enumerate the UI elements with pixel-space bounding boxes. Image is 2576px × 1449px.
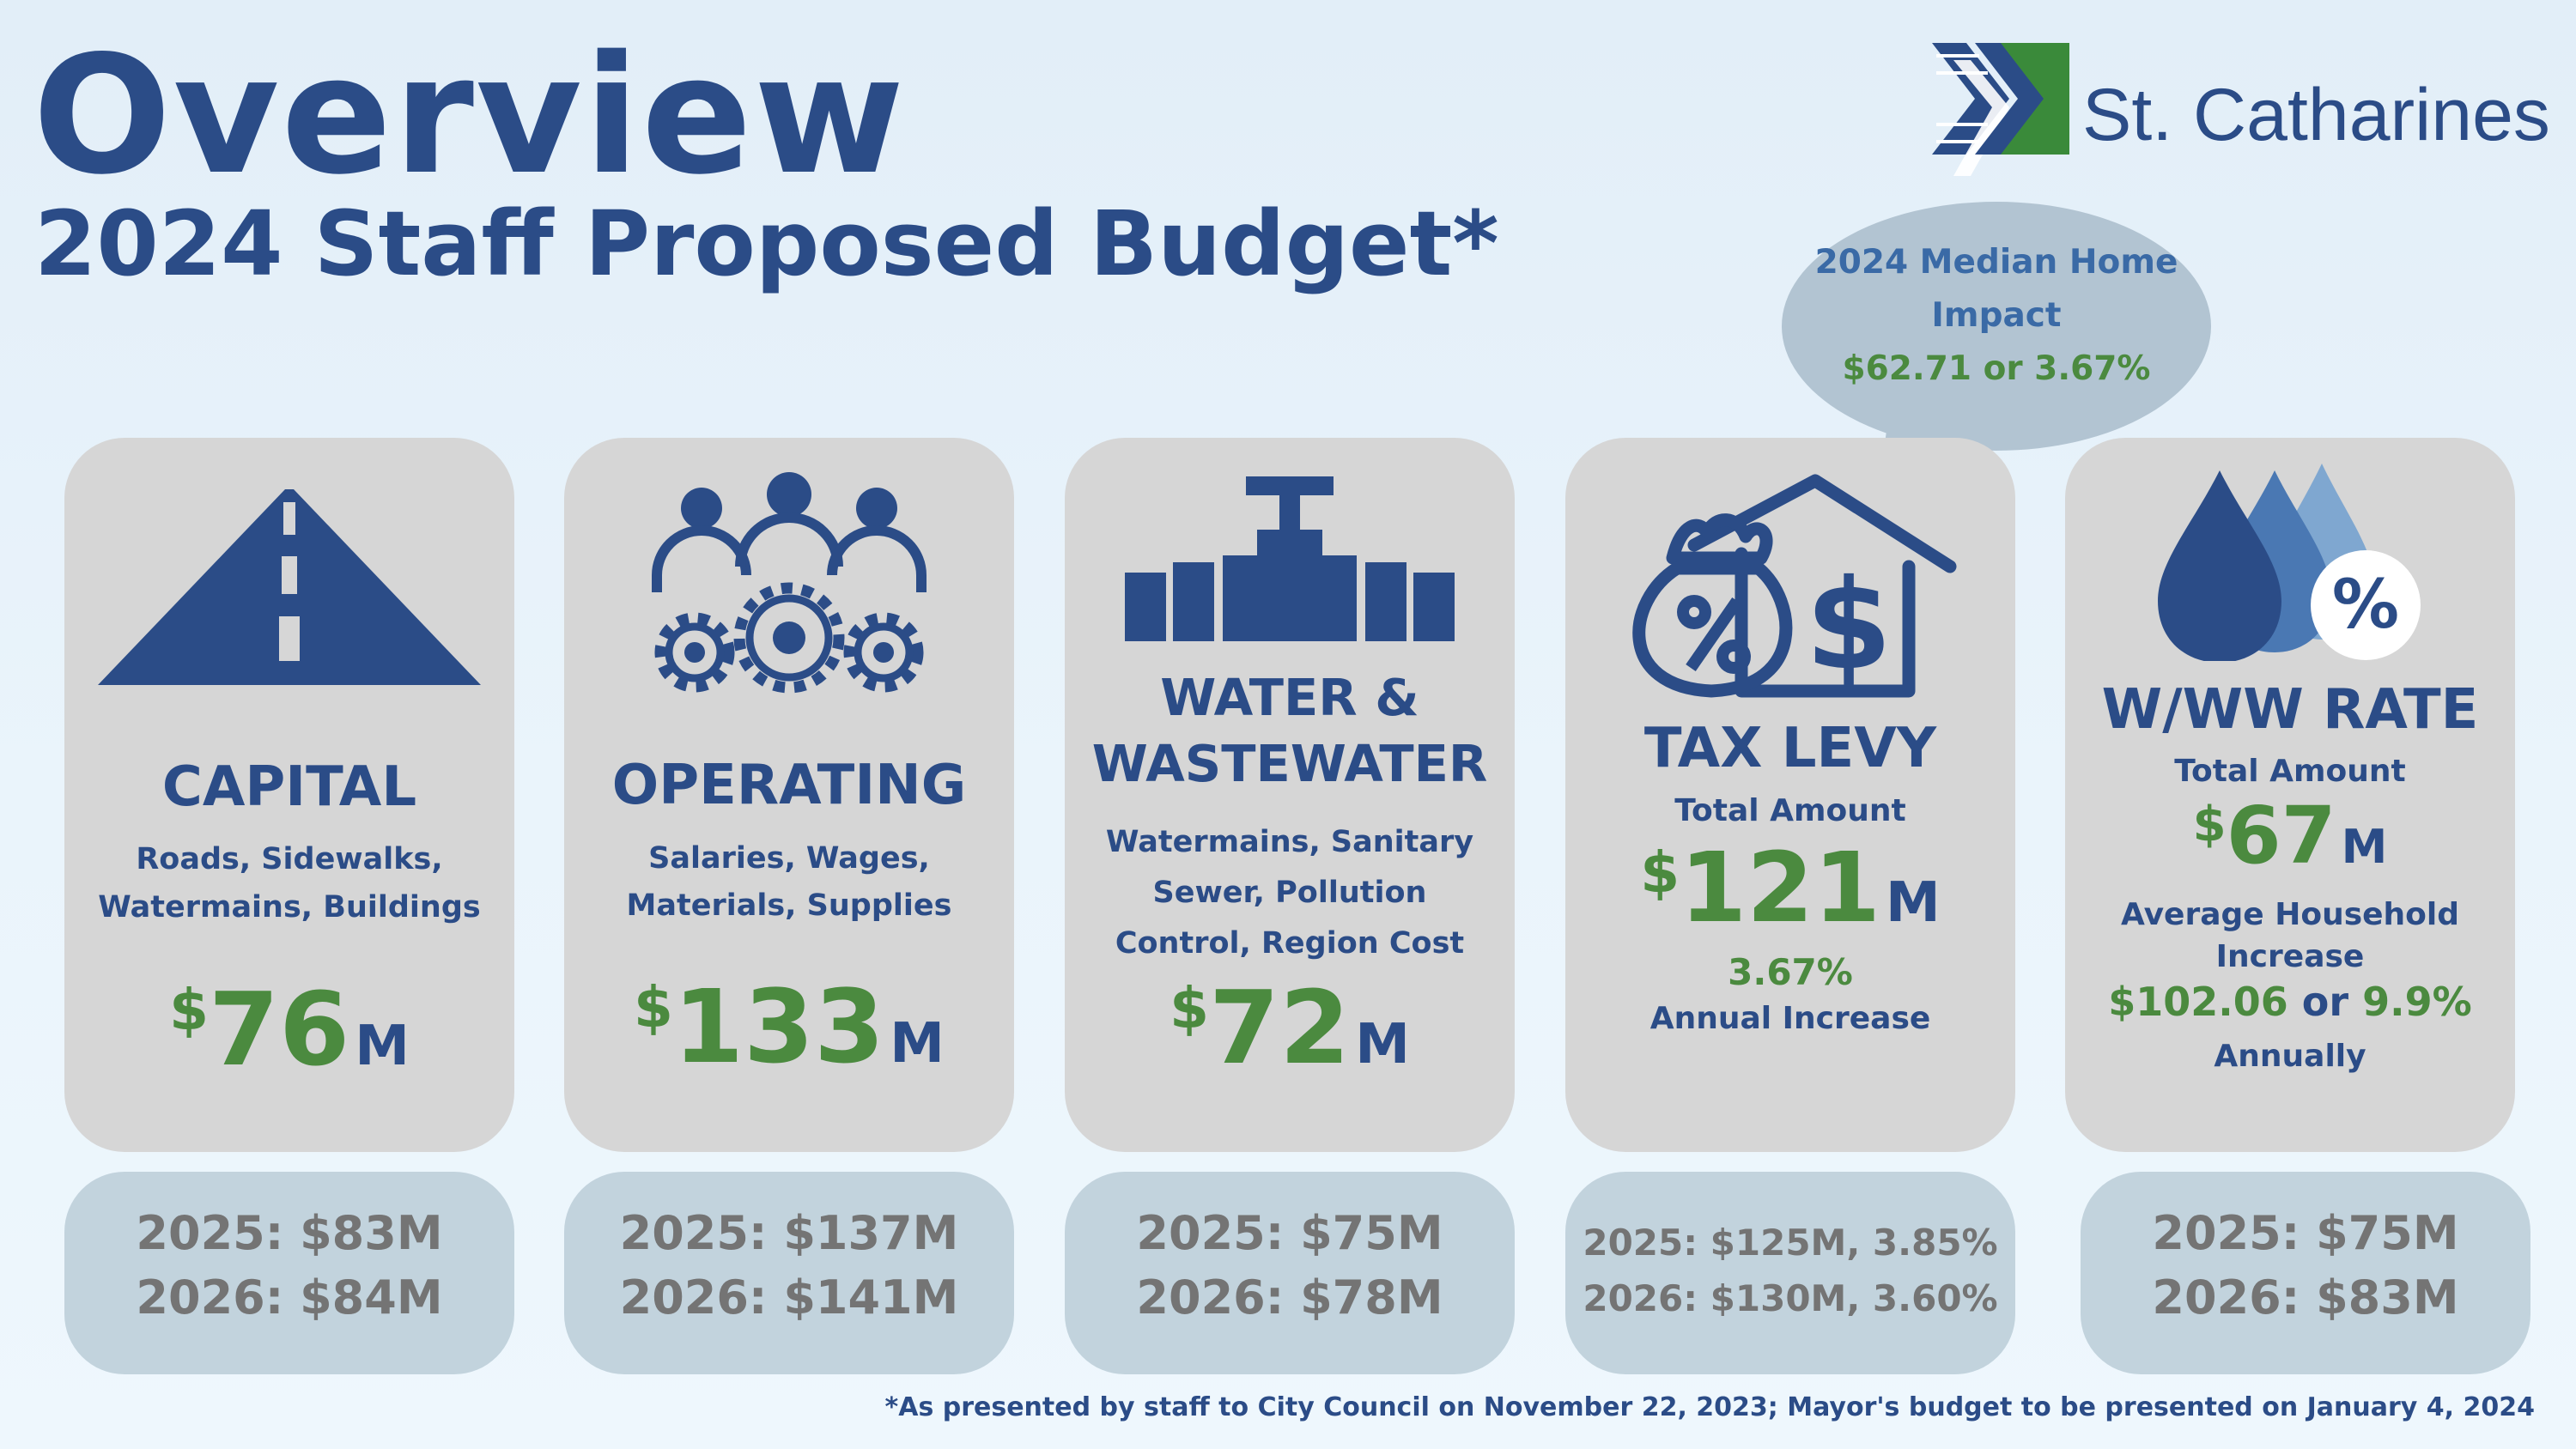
chevron-logo-icon (1932, 43, 2069, 176)
bubble-line-3: $62.71 or 3.67% (1842, 349, 2151, 388)
tax-levy-currency: $ (1640, 840, 1680, 906)
page-title: Overview (33, 21, 907, 210)
wwrate-avg-or: or (2287, 979, 2363, 1025)
footnote: *As presented by staff to City Council o… (884, 1392, 2535, 1422)
capital-desc-1: Roads, Sidewalks, (136, 842, 443, 876)
wwrate-avg-percent: 9.9% (2362, 979, 2472, 1025)
water-desc-2: Sewer, Pollution (1152, 876, 1427, 910)
water-2025: 2025: $75M (1136, 1206, 1443, 1260)
st-catharines-logo: St. Catharines (1928, 39, 2563, 185)
operating-currency: $ (634, 974, 673, 1040)
wwrate-avg-label-1: Average Household (2120, 897, 2460, 932)
water-amount-unit: M (1355, 1013, 1410, 1076)
operating-forecast: 2025: $137M 2026: $141M (564, 1172, 1014, 1374)
wwrate-2026: 2026: $83M (2152, 1270, 2459, 1325)
water-amount-value: 72 (1209, 968, 1351, 1087)
water-amount: $72M (1065, 968, 1515, 1087)
operating-desc-2: Materials, Supplies (626, 888, 952, 923)
wwrate-amount-unit: M (2341, 820, 2388, 874)
page-subtitle: 2024 Staff Proposed Budget* (34, 191, 1499, 296)
pipe-valve-icon (1125, 476, 1455, 641)
tax-levy-percent-label: Annual Increase (1649, 1001, 1931, 1036)
tax-levy-amount-unit: M (1886, 871, 1941, 935)
bubble-line-1: 2024 Median Home (1814, 243, 2178, 282)
capital-title: CAPITAL (161, 755, 417, 819)
tax-levy-amount: $121M (1565, 833, 2015, 944)
tax-levy-2026: 2026: $130M, 3.60% (1583, 1277, 1998, 1319)
wwrate-annually: Annually (2214, 1039, 2366, 1074)
operating-2025: 2025: $137M (619, 1206, 959, 1260)
water-title-2: WASTEWATER (1091, 734, 1488, 793)
wwrate-amount: $67 M (2065, 790, 2515, 882)
water-desc-3: Control, Region Cost (1115, 926, 1465, 961)
road-icon (98, 489, 481, 685)
water-wastewater-card: WATER & WASTEWATER Watermains, Sanitary … (1065, 438, 1515, 1152)
operating-amount: $133M (564, 967, 1014, 1086)
water-drops-percent-icon (2158, 464, 2421, 661)
tax-levy-percent: 3.67% (1728, 951, 1853, 993)
water-desc-1: Watermains, Sanitary (1105, 825, 1474, 859)
water-2026: 2026: $78M (1136, 1270, 1443, 1325)
water-currency: $ (1170, 975, 1210, 1041)
capital-amount: $76M (64, 970, 514, 1088)
wwrate-title: W/WW RATE (2101, 678, 2479, 742)
tax-levy-total-label: Total Amount (1674, 793, 1906, 828)
logo-text: St. Catharines (2082, 74, 2550, 156)
capital-2026: 2026: $84M (136, 1270, 443, 1325)
people-gears-icon (652, 472, 927, 694)
operating-card: OPERATING Salaries, Wages, Materials, Su… (564, 438, 1014, 1152)
wwrate-avg-label-2: Increase (2215, 939, 2365, 974)
svg-text:$: $ (1806, 553, 1893, 698)
tax-levy-amount-value: 121 (1680, 833, 1881, 944)
water-forecast: 2025: $75M 2026: $78M (1065, 1172, 1515, 1374)
operating-amount-unit: M (890, 1012, 945, 1076)
wwrate-currency: $ (2192, 797, 2227, 852)
water-title-1: WATER & (1160, 668, 1419, 727)
capital-desc-2: Watermains, Buildings (98, 890, 481, 925)
capital-currency: $ (169, 977, 210, 1043)
wwrate-forecast: 2025: $75M 2026: $83M (2081, 1172, 2530, 1374)
operating-2026: 2026: $141M (619, 1270, 959, 1325)
median-home-impact-bubble: 2024 Median Home Impact $62.71 or 3.67% (1782, 202, 2211, 451)
operating-title: OPERATING (611, 754, 967, 817)
capital-2025: 2025: $83M (136, 1206, 443, 1260)
capital-card: CAPITAL Roads, Sidewalks, Watermains, Bu… (64, 438, 514, 1152)
tax-levy-forecast: 2025: $125M, 3.85% 2026: $130M, 3.60% (1565, 1172, 2015, 1374)
wwrate-avg-amount: $102.06 (2108, 979, 2288, 1025)
operating-amount-value: 133 (672, 967, 885, 1086)
wwrate-avg-increase: $102.06 or 9.9% (2065, 979, 2515, 1025)
bubble-line-2: Impact (1931, 296, 2062, 335)
tax-levy-2025: 2025: $125M, 3.85% (1583, 1222, 1998, 1264)
tax-levy-card: $ TAX LEVY Total Amount $121M 3.67% Annu… (1565, 438, 2015, 1152)
tax-levy-title: TAX LEVY (1643, 717, 1937, 780)
wwrate-amount-value: 67 (2226, 790, 2336, 882)
wwrate-card: % W/WW RATE Total Amount $67 M Average Ho… (2065, 438, 2515, 1152)
wwrate-2025: 2025: $75M (2152, 1206, 2459, 1260)
percent-badge: % (2331, 567, 2400, 644)
capital-amount-value: 76 (209, 970, 350, 1088)
operating-desc-1: Salaries, Wages, (648, 841, 930, 876)
capital-amount-unit: M (355, 1015, 410, 1078)
money-bag-house-icon: $ (1632, 474, 1957, 698)
wwrate-total-label: Total Amount (2174, 754, 2406, 789)
capital-forecast: 2025: $83M 2026: $84M (64, 1172, 514, 1374)
